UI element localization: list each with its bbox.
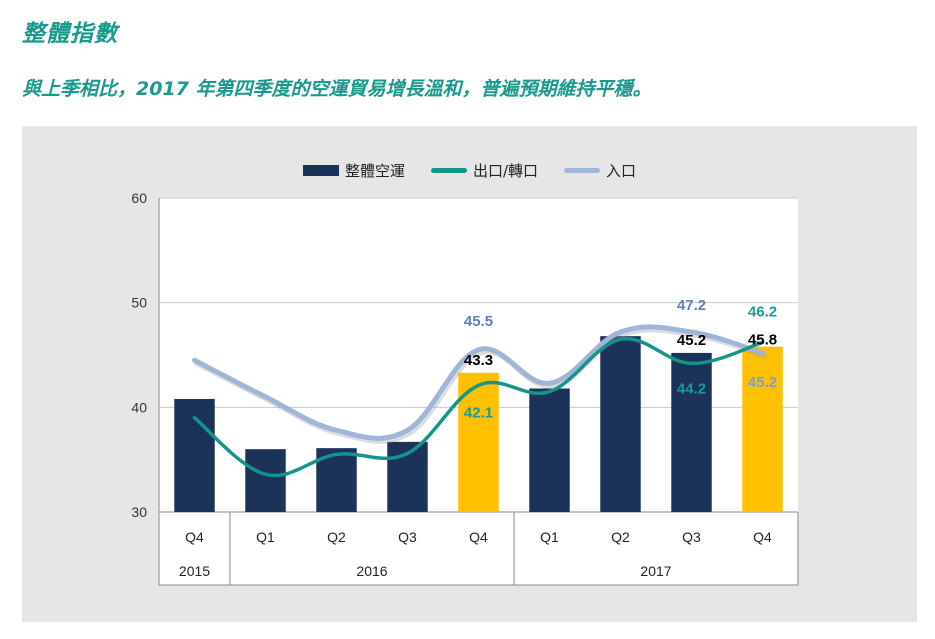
import-line: [192, 324, 765, 441]
legend-swatch-overall: [302, 165, 339, 176]
legend-label-overall: 整體空運: [344, 162, 405, 180]
data-label-overall: 45.2: [677, 332, 706, 349]
data-label-export: 46.2: [748, 303, 777, 320]
export-line: [192, 336, 765, 478]
bar: [174, 398, 215, 512]
x-tick-label: Q4: [469, 529, 488, 545]
y-tick-label: 40: [131, 399, 147, 415]
legend-item-overall[interactable]: 整體空運: [302, 160, 405, 181]
x-tick-label: Q3: [398, 529, 417, 545]
x-tick-label: Q4: [185, 529, 204, 545]
data-label-export: 44.2: [677, 380, 706, 397]
bar: [529, 388, 570, 512]
bar: [671, 352, 712, 512]
chart-panel: 整體空運 出口/轉口 入口 30 40 50 60 Q4 Q1 Q2 Q3 Q4 Q1 Q2 Q3 Q4…: [22, 126, 917, 622]
page-subtitle: 與上季相比，2017 年第四季度的空運貿易增長溫和，普遍預期維持平穩。: [22, 78, 652, 100]
y-tick-label: 60: [131, 190, 147, 206]
x-tick-label: Q3: [682, 529, 701, 545]
x-tick-label: Q1: [540, 529, 559, 545]
x-tick-label: Q1: [256, 529, 275, 545]
chart-legend: 整體空運 出口/轉口 入口: [22, 160, 917, 181]
legend-label-export: 出口/轉口: [472, 162, 539, 180]
legend-item-export[interactable]: 出口/轉口: [430, 160, 539, 181]
category-axis-table: [159, 512, 798, 585]
bar-highlight: [742, 346, 783, 512]
legend-swatch-import: [564, 168, 601, 173]
x-tick-label: Q2: [611, 529, 630, 545]
legend-label-import: 入口: [606, 162, 637, 180]
year-group-label: 2015: [179, 563, 210, 579]
legend-item-import[interactable]: 入口: [564, 160, 636, 181]
bar: [245, 449, 286, 512]
data-label-overall: 43.3: [464, 352, 493, 369]
year-group-label: 2016: [356, 563, 387, 579]
data-label-import: 45.5: [464, 313, 493, 330]
page-title: 整體指數: [22, 21, 118, 47]
x-tick-label: Q4: [753, 529, 772, 545]
air-trade-index-chart: 30 40 50 60 Q4 Q1 Q2 Q3 Q4 Q1 Q2 Q3 Q4 2015 2016 2017 42…: [131, 190, 799, 586]
bar: [600, 336, 641, 512]
x-tick-label: Q2: [327, 529, 346, 545]
year-group-label: 2017: [640, 563, 671, 579]
legend-swatch-export: [430, 168, 467, 173]
y-tick-label: 30: [131, 504, 147, 520]
data-label-import: 45.2: [748, 374, 777, 391]
data-label-export: 42.1: [464, 404, 493, 421]
data-label-import: 47.2: [677, 297, 706, 314]
y-tick-label: 50: [131, 295, 147, 311]
data-label-overall: 45.8: [748, 332, 777, 349]
